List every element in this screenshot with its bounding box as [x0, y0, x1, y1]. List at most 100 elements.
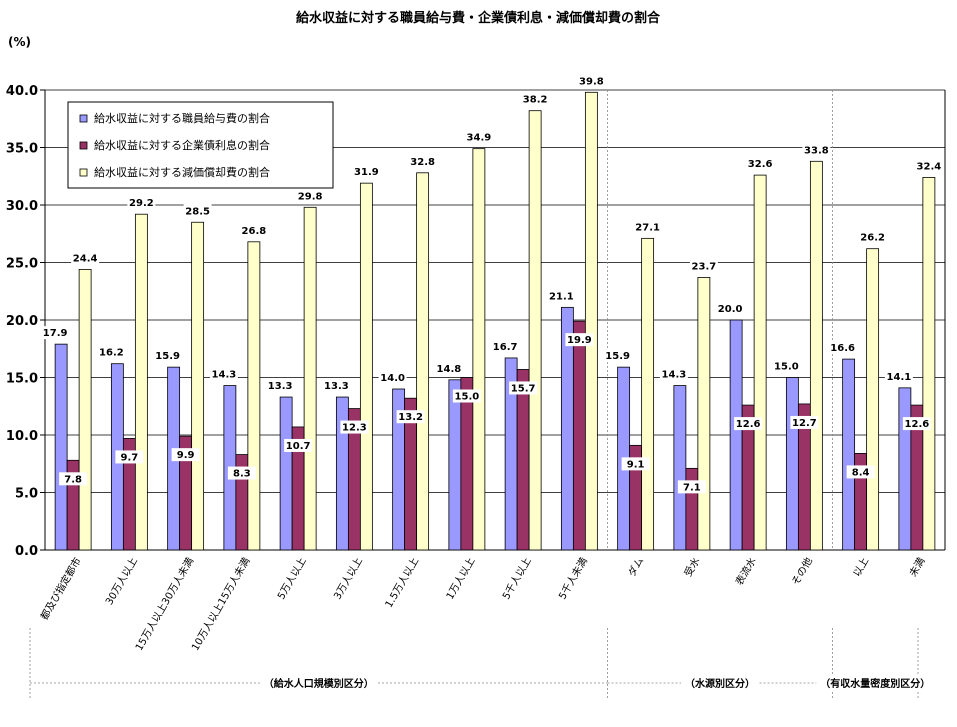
- bar-series-2-3: [247, 241, 261, 551]
- legend-swatch-2: [79, 168, 88, 177]
- bar-series-0-4: [279, 396, 293, 551]
- data-label-bg: [266, 379, 295, 393]
- category-label-9: 5千人未満: [556, 556, 590, 602]
- data-label-series-0-6: 14.0: [380, 373, 405, 384]
- data-label-bg: [464, 130, 493, 144]
- data-label-bg: [434, 361, 463, 375]
- category-label-12: 表流水: [732, 555, 758, 587]
- data-label-bg: [677, 480, 706, 494]
- group-label-bg: [681, 675, 759, 691]
- y-tick-label: 20.0: [6, 314, 38, 329]
- bar-series-0-0: [54, 343, 68, 551]
- category-label-13: その他: [789, 555, 815, 587]
- data-label-series-2-13: 33.8: [804, 145, 829, 156]
- data-label-series-0-1: 16.2: [99, 348, 124, 359]
- data-label-bg: [227, 466, 256, 480]
- data-label-series-2-1: 29.2: [129, 198, 154, 209]
- data-label-bg: [577, 74, 606, 88]
- data-label-bg: [378, 371, 407, 384]
- data-label-bg: [296, 189, 325, 203]
- bar-series-2-14: [866, 248, 880, 551]
- legend: 給水収益に対する職員給与費の割合給水収益に対する企業債利息の割合給水収益に対する…: [67, 101, 334, 189]
- group-label-bg: [816, 675, 935, 691]
- data-label-bg: [772, 359, 801, 373]
- legend-swatch-0: [79, 114, 88, 123]
- data-label-bg: [828, 341, 857, 355]
- y-tick-label: 10.0: [6, 429, 38, 444]
- data-label-series-0-10: 15.9: [605, 351, 630, 362]
- category-label-14: 以上: [851, 556, 871, 579]
- data-label-series-1-9: 19.9: [567, 335, 592, 346]
- y-tick-label: 0.0: [15, 544, 38, 559]
- data-label-bg: [846, 465, 875, 479]
- bar-series-0-12: [729, 319, 743, 551]
- data-label-bg: [59, 472, 88, 486]
- legend-label-0: 給水収益に対する職員給与費の割合: [94, 111, 270, 125]
- y-tick-label: 25.0: [6, 257, 38, 272]
- data-label-bg: [509, 381, 538, 395]
- bar-series-2-5: [359, 182, 373, 551]
- legend-box: [67, 101, 334, 189]
- bar-series-2-8: [528, 110, 542, 551]
- bar-series-0-5: [335, 396, 349, 551]
- data-label-series-0-11: 14.3: [662, 370, 687, 381]
- category-label-15: 未満: [907, 556, 927, 579]
- data-label-series-0-3: 14.3: [212, 370, 237, 381]
- data-label-bg: [633, 220, 662, 234]
- group-labels: （給水人口規模別区分） （水源別区分） （有収水量密度別区分）: [29, 628, 935, 700]
- data-label-bg: [716, 302, 745, 315]
- data-label-bg: [352, 165, 381, 179]
- legend-swatch-1: [79, 141, 88, 150]
- bar-series-0-15: [898, 387, 912, 551]
- data-label-bg: [452, 389, 481, 403]
- legend-label-2: 給水収益に対する減価償却費の割合: [94, 165, 270, 179]
- data-label-bg: [340, 420, 369, 434]
- category-label-3: 10万人以上15万人未満: [189, 556, 252, 653]
- data-label-series-0-8: 16.7: [493, 342, 518, 353]
- unit-label: (%): [8, 35, 31, 49]
- bar-series-2-11: [697, 277, 711, 551]
- data-label-series-2-14: 26.2: [860, 233, 885, 244]
- data-label-bg: [239, 223, 268, 237]
- data-label-bg: [746, 157, 775, 171]
- data-label-bg: [97, 345, 126, 359]
- data-label-bg: [153, 349, 182, 363]
- data-label-bg: [491, 339, 520, 353]
- data-label-series-1-2: 9.9: [177, 450, 195, 461]
- category-label-1: 30万人以上: [103, 556, 140, 608]
- data-label-series-2-10: 27.1: [635, 222, 660, 233]
- category-label-8: 5千人以上: [500, 556, 534, 602]
- data-label-bg: [914, 159, 943, 173]
- data-label-bg: [71, 251, 100, 265]
- data-label-series-1-7: 15.0: [455, 392, 480, 403]
- data-label-series-0-7: 14.8: [437, 364, 462, 375]
- bar-series-2-15: [922, 176, 936, 551]
- data-label-bg: [902, 417, 931, 431]
- group-label-2: （有収水量密度別区分）: [820, 677, 930, 690]
- y-tick-label: 35.0: [6, 142, 38, 157]
- data-label-bg: [802, 143, 831, 157]
- data-label-bg: [621, 457, 650, 471]
- bar-series-1-7: [460, 377, 474, 551]
- data-label-series-0-2: 15.9: [155, 351, 180, 362]
- data-label-series-0-15: 14.1: [887, 372, 912, 383]
- bar-series-2-4: [303, 206, 317, 551]
- data-label-series-2-15: 32.4: [917, 161, 942, 172]
- data-label-series-0-12: 20.0: [718, 304, 743, 315]
- data-label-bg: [884, 369, 913, 383]
- data-label-bg: [171, 448, 200, 462]
- bar-series-2-7: [472, 148, 486, 551]
- data-label-bg: [115, 450, 144, 464]
- data-label-bg: [689, 259, 718, 273]
- data-label-series-2-12: 32.6: [748, 159, 773, 170]
- data-label-bg: [284, 438, 313, 452]
- y-tick-label: 15.0: [6, 372, 38, 387]
- bar-series-0-11: [673, 385, 687, 551]
- data-label-series-1-12: 12.6: [736, 419, 761, 430]
- data-label-bg: [127, 196, 156, 210]
- category-label-10: ダム: [625, 555, 646, 579]
- group-label-bg: [259, 675, 378, 691]
- category-label-4: 5万人以上: [275, 556, 309, 602]
- data-label-bg: [408, 154, 437, 168]
